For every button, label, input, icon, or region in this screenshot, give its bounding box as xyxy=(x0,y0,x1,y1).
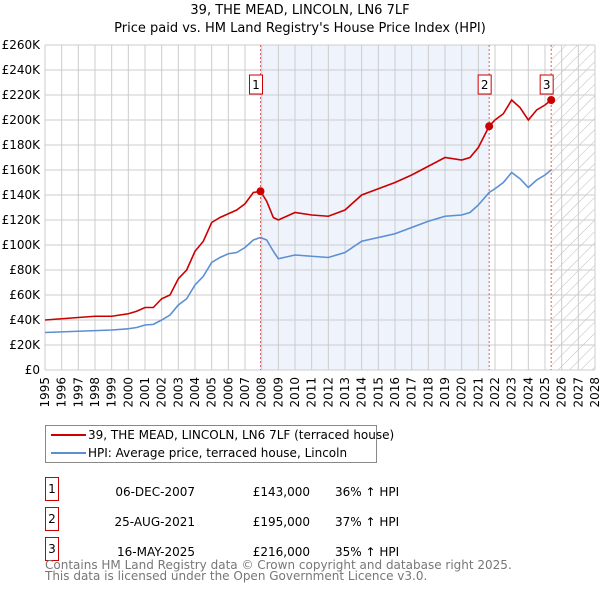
y-tick-label: £0 xyxy=(25,363,40,377)
sale-price: £216,000 xyxy=(252,545,310,559)
x-tick-label: 2008 xyxy=(255,377,269,408)
x-tick-label: 2020 xyxy=(455,377,469,408)
sale-point xyxy=(547,96,556,104)
chart-title: 39, THE MEAD, LINCOLN, LN6 7LF xyxy=(190,3,409,18)
x-tick-label: 2012 xyxy=(321,377,335,408)
legend-label: HPI: Average price, terraced house, Linc… xyxy=(88,446,348,460)
sale-marker-box xyxy=(477,74,492,95)
x-tick-label: 2002 xyxy=(155,377,169,408)
footer: Contains HM Land Registry data © Crown c… xyxy=(45,558,512,583)
sale-marker-label: 2 xyxy=(481,78,489,92)
y-tick-label: £60K xyxy=(9,288,41,302)
sale-marker-label: 2 xyxy=(45,507,59,531)
x-tick-label: 2018 xyxy=(421,377,435,408)
series-line xyxy=(44,169,552,334)
sale-price: £195,000 xyxy=(252,515,310,529)
footer-copyright: Contains HM Land Registry data © Crown c… xyxy=(45,558,512,572)
footer-licence: This data is licensed under the Open Gov… xyxy=(45,569,428,583)
y-tick-label: £100K xyxy=(2,238,42,252)
sale-point xyxy=(485,122,494,131)
sale-marker-label: 3 xyxy=(543,78,551,92)
x-tick-label: 2006 xyxy=(221,377,235,408)
sale-hpi: 36% ↑ HPI xyxy=(335,485,400,499)
x-tick-label: 2003 xyxy=(171,377,185,408)
x-tick-label: 2025 xyxy=(538,377,552,408)
y-tick-label: £80K xyxy=(9,263,41,277)
sale-date: 25-AUG-2021 xyxy=(114,515,196,529)
legend-label: 39, THE MEAD, LINCOLN, LN6 7LF (terraced… xyxy=(88,428,395,442)
sale-marker-box xyxy=(249,74,263,95)
shaded-period xyxy=(260,45,490,370)
price-chart: 39, THE MEAD, LINCOLN, LN6 7LF Price pai… xyxy=(2,3,600,408)
x-tick-label: 2019 xyxy=(438,377,452,408)
legend-item-hpi: HPI: Average price, terraced house, Linc… xyxy=(46,444,376,462)
x-tick-label: 2021 xyxy=(471,377,485,408)
sale-point xyxy=(256,187,265,196)
y-tick-label: £200K xyxy=(2,113,42,127)
future-hatch xyxy=(551,45,595,370)
y-tick-label: £140K xyxy=(2,188,42,202)
x-tick-label: 2009 xyxy=(271,377,285,408)
sale-marker-label: 1 xyxy=(252,78,260,92)
sale-marker-label: 3 xyxy=(45,537,59,561)
y-tick-label: £40K xyxy=(9,313,41,327)
sale-hpi: 37% ↑ HPI xyxy=(335,515,400,529)
x-tick-label: 1996 xyxy=(55,377,69,408)
y-tick-label: £260K xyxy=(2,38,42,52)
x-tick-label: 2024 xyxy=(521,377,535,408)
sale-hpi: 35% ↑ HPI xyxy=(335,545,400,559)
x-tick-label: 2001 xyxy=(138,377,152,408)
x-tick-label: 2007 xyxy=(238,377,252,408)
x-tick-label: 2011 xyxy=(305,377,319,408)
legend-item-property: 39, THE MEAD, LINCOLN, LN6 7LF (terraced… xyxy=(46,426,394,444)
y-tick-label: £220K xyxy=(2,88,42,102)
x-tick-label: 1999 xyxy=(105,377,119,408)
x-tick-label: 2028 xyxy=(588,377,600,408)
chart-subtitle: Price paid vs. HM Land Registry's House … xyxy=(114,21,486,36)
x-tick-label: 2016 xyxy=(388,377,402,408)
y-tick-label: £20K xyxy=(9,338,41,352)
sale-date: 16-MAY-2025 xyxy=(116,545,195,559)
x-tick-label: 2027 xyxy=(571,377,585,408)
y-tick-label: £160K xyxy=(2,163,42,177)
x-tick-label: 1998 xyxy=(88,377,102,408)
sale-marker-label: 1 xyxy=(45,477,59,501)
blue-line-icon xyxy=(51,452,86,454)
x-tick-label: 2005 xyxy=(205,377,219,408)
y-tick-label: £120K xyxy=(2,213,42,227)
x-tick-label: 2026 xyxy=(555,377,569,408)
red-line-icon xyxy=(51,434,86,436)
x-tick-label: 2017 xyxy=(405,377,419,408)
x-tick-label: 2000 xyxy=(121,377,135,408)
legend: 39, THE MEAD, LINCOLN, LN6 7LF (terraced… xyxy=(45,425,394,463)
x-tick-label: 2014 xyxy=(355,377,369,408)
x-tick-label: 2015 xyxy=(371,377,385,408)
x-tick-label: 2023 xyxy=(505,377,519,408)
x-tick-label: 2022 xyxy=(488,377,502,408)
sale-price: £143,000 xyxy=(252,485,310,499)
y-tick-label: £180K xyxy=(2,138,42,152)
sale-marker-box xyxy=(539,74,554,95)
sale-date: 06-DEC-2007 xyxy=(115,485,195,499)
x-tick-label: 2010 xyxy=(288,377,302,408)
x-tick-label: 2004 xyxy=(188,377,202,408)
y-tick-label: £240K xyxy=(2,63,42,77)
x-tick-label: 1995 xyxy=(38,377,52,408)
x-tick-label: 1997 xyxy=(71,377,85,408)
x-tick-label: 2013 xyxy=(338,377,352,408)
